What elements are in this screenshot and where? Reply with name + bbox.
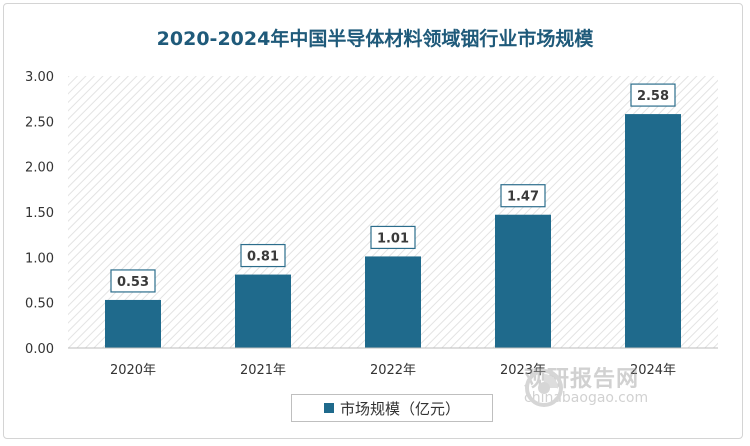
watermark-cn: 观研报告网 [524, 367, 640, 392]
y-tick-label: 0.00 [25, 342, 54, 357]
watermark-en: chinabaogao.com [524, 390, 649, 407]
legend-label: 市场规模（亿元） [339, 399, 460, 418]
x-tick-label: 2023年 [500, 363, 546, 378]
y-tick-label: 3.00 [25, 70, 54, 85]
y-tick-label: 0.50 [25, 297, 54, 312]
x-tick-label: 2022年 [370, 363, 416, 378]
data-label-box [500, 184, 546, 208]
x-tick-label: 2020年 [110, 363, 156, 378]
y-tick-label: 1.50 [25, 206, 54, 221]
data-label: 0.81 [247, 250, 279, 265]
data-label: 2.58 [637, 89, 669, 104]
data-label-box [110, 269, 156, 293]
bar [365, 256, 421, 348]
y-tick-label: 2.50 [25, 115, 54, 130]
bar [495, 214, 551, 348]
data-label: 1.47 [507, 190, 539, 205]
chinabaogao-logo-icon [525, 369, 563, 407]
data-label: 0.53 [117, 275, 149, 290]
bar [625, 114, 681, 348]
data-label: 1.01 [377, 231, 409, 246]
legend-swatch [323, 403, 334, 413]
bar [105, 299, 161, 348]
watermark: 观研报告网 chinabaogao.com [524, 367, 649, 407]
chart-title: 2020-2024年中国半导体材料领域铟行业市场规模 [156, 28, 594, 50]
y-tick-label: 2.00 [25, 161, 54, 176]
x-tick-label: 2024年 [630, 363, 676, 378]
data-label-box [630, 83, 676, 107]
bar [235, 274, 291, 348]
legend: 市场规模（亿元） [291, 394, 493, 422]
data-label-box [370, 225, 416, 250]
y-tick-label: 1.00 [25, 251, 54, 266]
data-label-box [240, 243, 286, 268]
x-tick-label: 2021年 [240, 363, 286, 378]
